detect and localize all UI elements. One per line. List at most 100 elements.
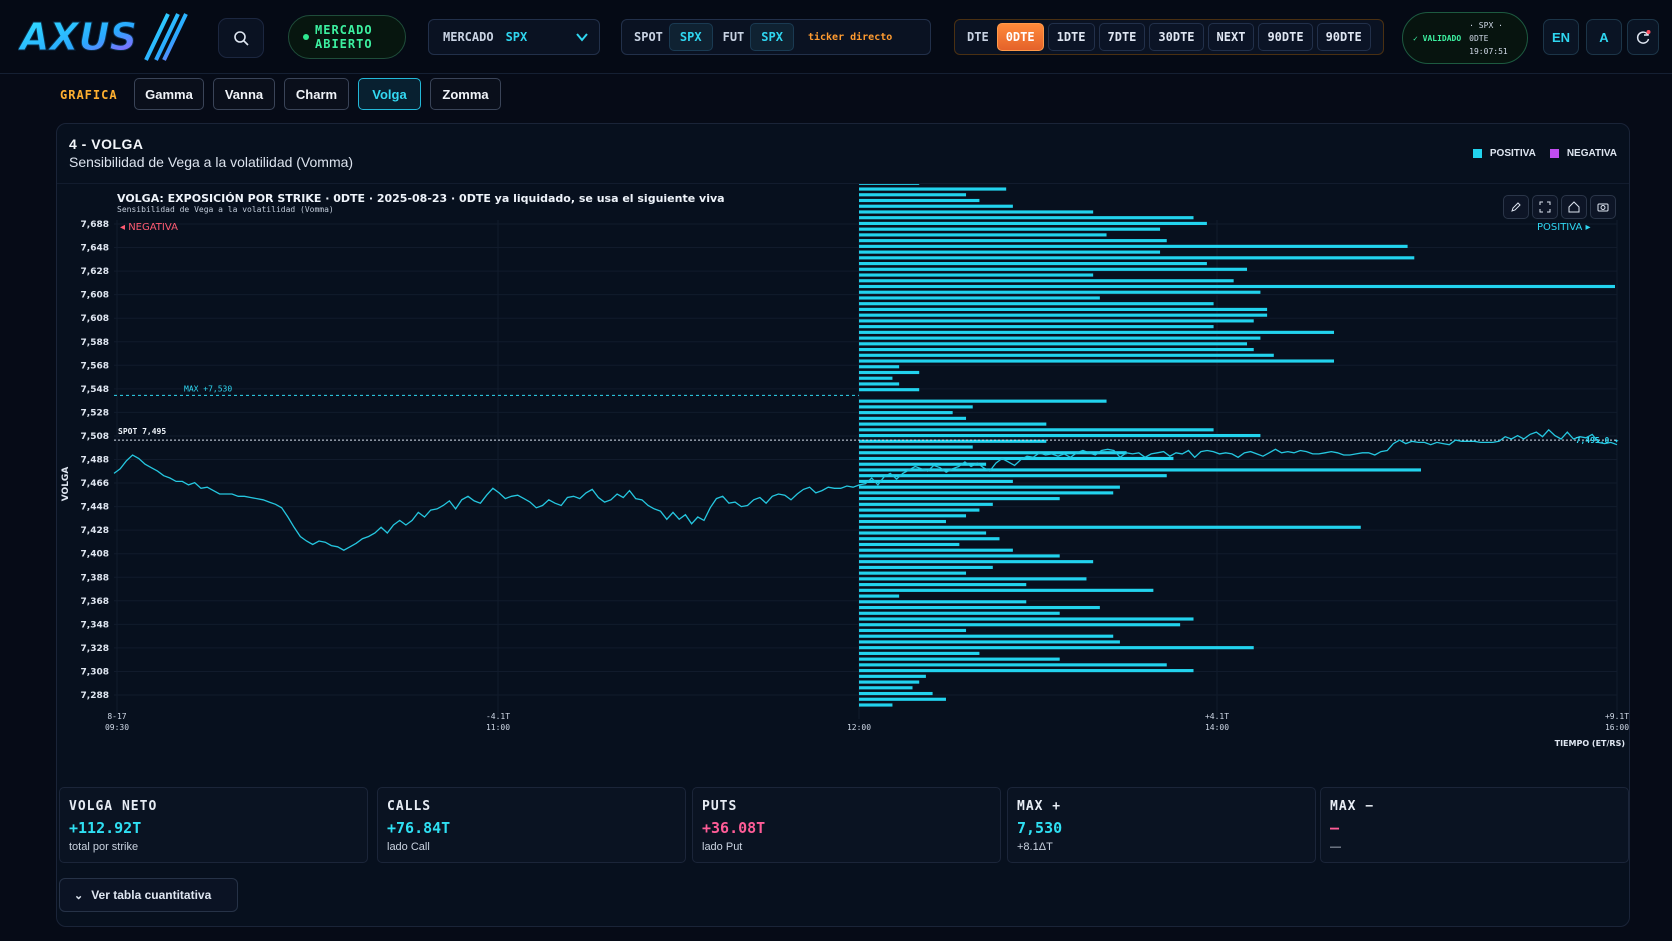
validated-symbol: · SPX ·: [1469, 20, 1503, 30]
market-select[interactable]: MERCADO SPX: [428, 19, 600, 55]
strike-bar: [859, 548, 1013, 552]
search-button[interactable]: [218, 18, 264, 58]
legend-negative-label: NEGATIVA: [1566, 148, 1617, 159]
stat-card-max-negative: MAX − — —: [1320, 787, 1629, 863]
spot-end-label: 7,495.0 ✦: [1576, 436, 1620, 445]
dte-button-next[interactable]: NEXT: [1207, 23, 1255, 51]
legend-negative-swatch: [1549, 149, 1559, 158]
grafica-label: GRAFICA: [60, 88, 118, 102]
stat-card-calls: CALLS +76.84T lado Call: [377, 787, 686, 863]
strike-bar: [859, 433, 1261, 438]
language-button[interactable]: EN: [1543, 19, 1579, 55]
reset-view-button[interactable]: [1561, 195, 1587, 219]
strike-bar: [859, 628, 967, 633]
y-tick-label: 7,588: [81, 338, 109, 348]
strike-bar: [859, 210, 1094, 214]
y-tick-label: 7,388: [81, 573, 109, 583]
strike-bar: [859, 221, 1207, 226]
strike-bar: [859, 531, 987, 535]
strike-bar: [859, 290, 1261, 294]
strike-bar: [859, 233, 1107, 237]
strike-bar: [859, 336, 1261, 340]
chart-title: VOLGA: EXPOSICIÓN POR STRIKE · 0DTE · 20…: [117, 192, 725, 205]
strike-bar: [859, 474, 1167, 478]
strike-bar: [859, 686, 913, 690]
strike-bar: [859, 703, 893, 707]
stat-title: MAX +: [1017, 799, 1062, 814]
strike-bar: [859, 181, 920, 185]
stat-value: —: [1330, 819, 1340, 837]
tab-zomma[interactable]: Zomma: [430, 78, 501, 110]
strike-bar: [859, 239, 1167, 243]
fut-label: FUT: [722, 30, 745, 44]
strike-bar: [859, 342, 1248, 346]
strike-bar: [859, 691, 933, 696]
dte-button-7dte[interactable]: 7DTE: [1098, 23, 1146, 51]
y-tick-label: 7,628: [81, 267, 109, 277]
strike-bar: [859, 353, 1274, 357]
fullscreen-button[interactable]: [1532, 195, 1558, 219]
strike-bar: [859, 560, 1094, 564]
dte-button-90dte-2[interactable]: 90DTE: [1316, 23, 1371, 51]
reference-lines: [114, 394, 1617, 441]
strike-bar: [859, 583, 1027, 587]
x-tick-top-label: +9.1T: [1605, 712, 1629, 721]
strike-bar: [859, 508, 980, 512]
panel-title: 4 - VOLGA: [69, 136, 144, 152]
dte-button-0dte[interactable]: 0DTE: [996, 23, 1044, 51]
y-tick-label: 7,428: [81, 526, 109, 536]
axus-logo[interactable]: AXUS: [18, 8, 190, 66]
y-tick-label: 7,568: [81, 361, 109, 371]
ticker-note: ticker directo: [807, 31, 893, 43]
strike-bar: [859, 347, 1254, 352]
x-tick-bottom-label: 16:00: [1605, 723, 1629, 732]
fut-value-chip[interactable]: SPX: [750, 23, 794, 51]
strike-bar: [859, 261, 1207, 266]
status-dot-icon: [303, 34, 309, 40]
tab-gamma[interactable]: Gamma: [134, 78, 204, 110]
strike-bar: [859, 204, 1013, 208]
y-tick-label: 7,548: [81, 385, 109, 395]
strike-bar: [859, 537, 1000, 541]
toggle-quant-table-button[interactable]: ⌄ Ver tabla cuantitativa: [59, 878, 238, 912]
strike-bar: [859, 313, 1268, 317]
strike-bar: [859, 588, 1154, 592]
strike-bar: [859, 296, 1100, 300]
dte-button-90dte[interactable]: 90DTE: [1258, 23, 1313, 51]
strike-bar: [859, 422, 1047, 426]
camera-icon: [1597, 203, 1609, 212]
y-tick-label: 7,608: [81, 314, 109, 324]
spot-value-chip[interactable]: SPX: [668, 23, 713, 51]
legend-positive-label: POSITIVA: [1489, 148, 1536, 159]
strike-bar: [859, 611, 1060, 615]
logo-text: AXUS: [18, 15, 137, 59]
screenshot-button[interactable]: [1590, 195, 1616, 219]
dte-button-30dte[interactable]: 30DTE: [1149, 23, 1204, 51]
draw-tool-button[interactable]: [1503, 195, 1529, 219]
chart-subtitle: Sensibilidad de Vega a la volatilidad (V…: [117, 205, 334, 214]
tab-vanna[interactable]: Vanna: [213, 78, 275, 110]
x-tick-top-label: +4.1T: [1205, 712, 1229, 721]
user-avatar-button[interactable]: A: [1586, 19, 1622, 55]
instrument-selector: SPOT SPX FUT SPX ticker directo: [621, 19, 931, 55]
x-tick-top-label: 8-17: [107, 712, 126, 721]
strike-bar: [859, 416, 967, 420]
strike-bar: [859, 307, 1268, 312]
strike-bar: [859, 491, 1114, 495]
stat-sub: lado Put: [702, 841, 743, 853]
x-axis-label: TIEMPO (ET/RS): [1555, 739, 1625, 748]
refresh-button[interactable]: [1627, 19, 1659, 55]
strike-bar: [859, 319, 1254, 323]
tab-charm[interactable]: Charm: [284, 78, 349, 110]
positive-side-label: POSITIVA ▸: [1537, 222, 1591, 233]
strike-bar: [859, 256, 1415, 260]
dte-selector: DTE 0DTE 1DTE 7DTE 30DTE NEXT 90DTE 90DT…: [954, 19, 1384, 55]
volga-chart[interactable]: 7,688 7,648 7,628 7,608 7,608 7,588 7,568 7,548…: [57, 153, 1629, 784]
plot-area[interactable]: 7,688 7,648 7,628 7,608 7,608 7,588 7,568 7,548…: [57, 153, 1629, 784]
dte-button-1dte[interactable]: 1DTE: [1047, 23, 1095, 51]
tab-volga[interactable]: Volga: [358, 78, 421, 110]
stat-sub: —: [1330, 841, 1341, 853]
expand-icon: [1539, 201, 1551, 213]
strike-bar: [859, 623, 1181, 627]
chart-legend: POSITIVA NEGATIVA: [1459, 148, 1617, 159]
